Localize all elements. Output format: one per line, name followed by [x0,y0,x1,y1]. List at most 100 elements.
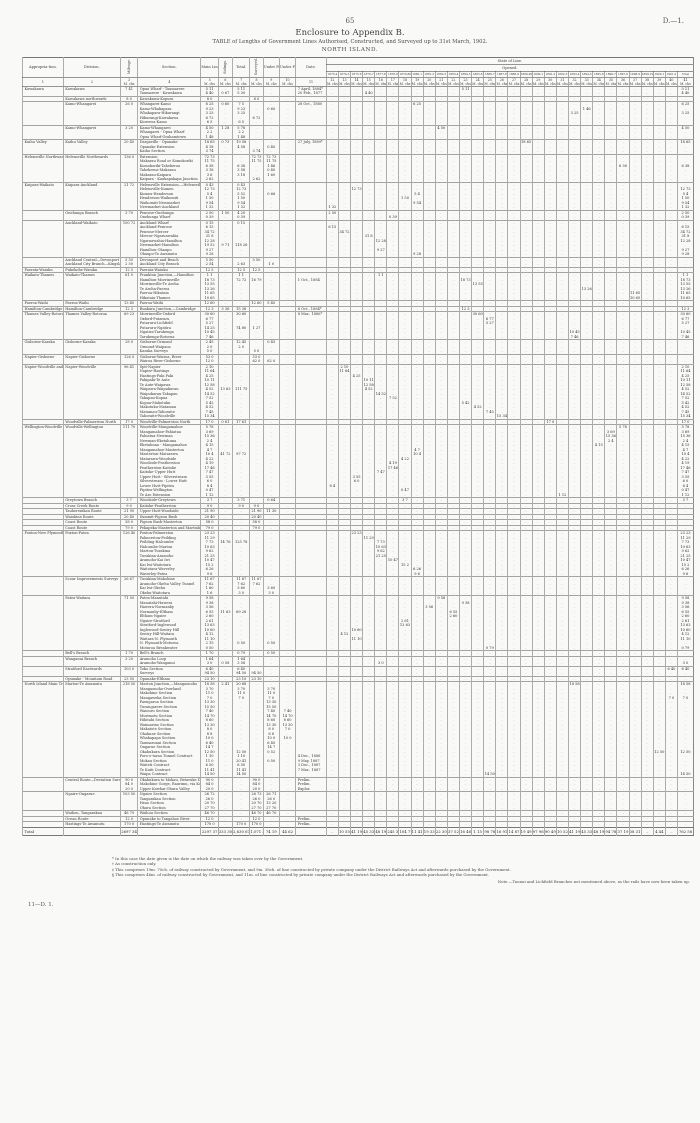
cell: 2 45 [200,339,219,345]
cell: 18 65 [519,139,533,145]
cell: 3 55 [200,474,219,480]
cell: .. [616,438,630,444]
table-row: Taumarere - Kawakawa 4 40 0 67 5 30...... 20… [22,91,694,97]
cell: .. [249,544,264,550]
cell: .. [495,205,508,211]
cell: .. [664,502,678,509]
cell: .. [278,508,296,515]
cell: .. [374,382,387,388]
year-header: 1893-4 [567,71,581,78]
cell: .. [495,479,508,484]
cell: .. [262,549,280,554]
cell: .. [410,124,424,131]
cell: .. [483,405,496,410]
cell: .. [604,115,617,121]
cell: .. [616,382,630,388]
cell: 72 73 [200,153,219,160]
cell: .. [362,187,375,192]
cell: .. [374,234,387,239]
column-number: 19 M. chs [410,77,424,87]
cell [22,101,64,107]
cell: .. [325,530,339,536]
cell: 10 65 [628,295,642,301]
cell: .. [519,243,533,248]
cell [22,409,64,415]
cell: .. [652,609,666,615]
cell [295,256,327,263]
cell: .. [664,266,678,273]
cell: .. [217,465,233,471]
cell: .. [458,586,472,591]
cell: .. [350,576,363,582]
cell: .. [555,282,569,287]
cell: .. [628,447,642,453]
cell: .. [592,549,605,554]
cell: .. [555,497,569,504]
cell: .. [567,295,581,301]
cell: .. [483,391,496,397]
cell: .. [458,452,472,457]
cell: Ngatira-Tarukenga [137,330,201,335]
cell: .. [374,363,387,370]
cell [62,470,121,475]
cell: .. [278,191,296,197]
cell: .. [567,524,581,531]
cell: .. [434,405,448,410]
cell: 12 73 [232,187,250,192]
cell: .. [555,387,569,392]
cell: 7 46 [676,334,694,340]
cell: .. [386,479,399,484]
cell: .. [543,636,557,642]
cell: 5 78 [200,424,219,430]
cell: .. [495,252,508,258]
cell: .. [249,409,264,415]
cell: .. [616,409,630,415]
cell: .. [422,130,436,135]
cell: 13 26 [200,286,219,292]
cell: Dargaville - Opanake [137,139,201,145]
cell: .. [471,191,484,197]
cell: .. [483,581,496,587]
cell: .. [362,344,375,350]
cell: .. [543,535,557,541]
cell: .. [434,540,448,545]
cell: Hamilton-Cambridge [22,305,64,312]
cell: .. [567,85,581,92]
cell: .. [362,229,375,235]
cell [22,120,64,126]
cell: .. [616,181,630,188]
cell: .. [350,544,363,550]
cell: .. [350,325,363,331]
cell: .. [325,234,339,239]
cell: .. [531,508,545,515]
cell: .. [350,609,363,615]
cell: .. [325,219,339,226]
cell: .. [262,149,280,155]
cell: 13 55 [200,282,219,287]
cell: .. [543,272,557,278]
cell: .. [325,581,339,587]
cell: Turakina-Aramoho [137,553,201,559]
cell: .. [519,609,533,615]
cell: .. [410,291,424,296]
cell: .. [495,581,508,587]
cell: .. [410,508,424,515]
cell: .. [410,492,424,498]
cell: .. [567,106,581,112]
table-row: Kawakawa Kawakawa 7 41 Opua Wharf - Taumare… [22,85,694,92]
cell [22,247,64,253]
cell [62,378,121,383]
cell: .. [232,286,250,292]
cell: .. [628,429,642,435]
cell: .. [664,382,678,388]
cell: .. [325,373,339,379]
cell: .. [664,120,678,126]
column-number: 20 M. chs [422,77,436,87]
cell: 28 0 [119,339,138,345]
cell [295,191,327,197]
cell: Normanby-Eltham [137,609,201,615]
cell: .. [519,405,533,410]
cell: .. [483,291,496,296]
table-row: Morrinsville-Te Aroha 13 55..............… [22,282,694,287]
table-row: Henderson-Waikomiti 1 50.. 1 50...........… [22,196,694,201]
